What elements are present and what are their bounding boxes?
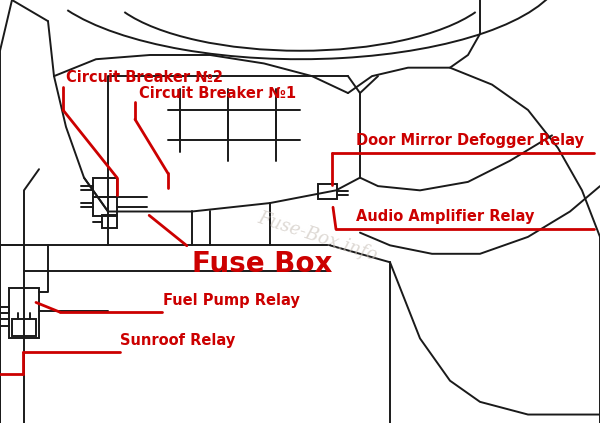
Text: Door Mirror Defogger Relay: Door Mirror Defogger Relay — [356, 133, 584, 148]
Text: Audio Amplifier Relay: Audio Amplifier Relay — [356, 209, 534, 224]
Text: Fuel Pump Relay: Fuel Pump Relay — [163, 293, 300, 308]
Text: Fuse Box: Fuse Box — [192, 250, 332, 278]
Text: Circuit Breaker №2: Circuit Breaker №2 — [66, 70, 223, 85]
Text: Sunroof Relay: Sunroof Relay — [120, 333, 235, 348]
Text: Fuse-Box.info: Fuse-Box.info — [256, 209, 380, 265]
Text: Circuit Breaker №1: Circuit Breaker №1 — [139, 86, 296, 101]
